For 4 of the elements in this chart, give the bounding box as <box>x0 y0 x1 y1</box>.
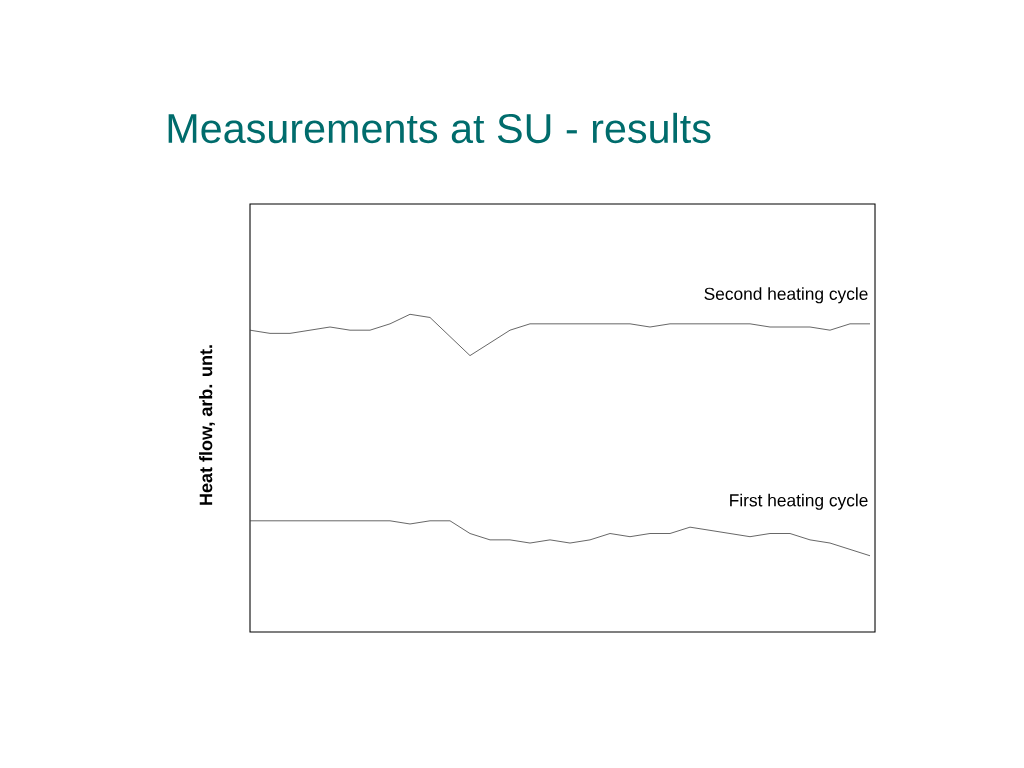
series-label: Second heating cycle <box>704 287 868 304</box>
chart-title: Measurements at SU - results <box>168 112 711 144</box>
series-label: First heating cycle <box>730 493 868 510</box>
y-axis-title: Heat flow, arb. unt. <box>199 345 215 505</box>
